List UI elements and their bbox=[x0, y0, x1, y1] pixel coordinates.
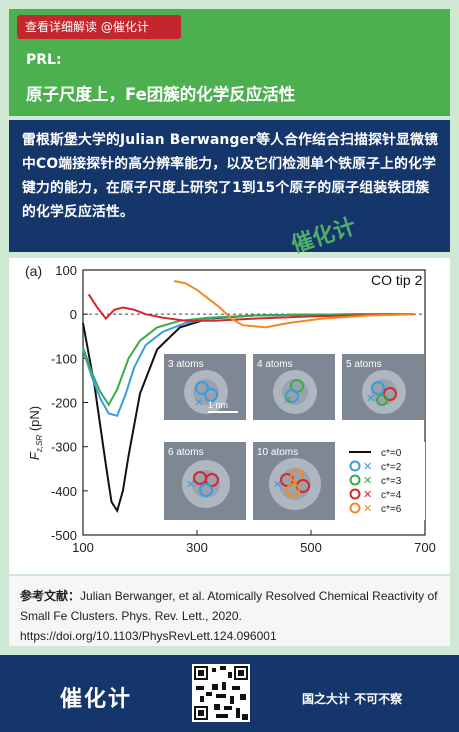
svg-text:10 atoms: 10 atoms bbox=[257, 447, 298, 458]
series-line-c-6 bbox=[174, 280, 414, 329]
legend-swatch bbox=[349, 474, 361, 486]
x-tick-label: 300 bbox=[186, 540, 208, 555]
legend-cross: ✕ bbox=[363, 460, 372, 473]
inset-4-atoms: ✕ 4 atoms bbox=[253, 354, 335, 420]
series-line-c-3 bbox=[82, 313, 414, 407]
legend-label: c*=0 bbox=[381, 448, 402, 459]
svg-text:✕: ✕ bbox=[186, 478, 195, 491]
slogan: 国之大计 不可不察 bbox=[302, 692, 403, 706]
y-tick-label: 0 bbox=[70, 307, 77, 322]
svg-text:3 atoms: 3 atoms bbox=[168, 359, 204, 370]
qr-code[interactable] bbox=[192, 664, 250, 722]
legend-label: c*=2 bbox=[381, 462, 402, 473]
x-tick-label: 700 bbox=[414, 540, 436, 555]
inset-6-atoms: ✕ 6 atoms bbox=[164, 442, 246, 520]
svg-text:✕: ✕ bbox=[194, 396, 203, 409]
y-tick-label: -500 bbox=[51, 528, 77, 543]
svg-text:✕: ✕ bbox=[283, 394, 292, 407]
series-line-c-4 bbox=[87, 293, 414, 322]
summary-text: 雷根斯堡大学的Julian Berwanger等人合作结合扫描探针显微镜中CO端… bbox=[22, 132, 439, 220]
svg-text:6 atoms: 6 atoms bbox=[168, 447, 204, 458]
legend-label: c*=3 bbox=[381, 476, 402, 487]
svg-text:4 atoms: 4 atoms bbox=[257, 359, 293, 370]
legend-box bbox=[343, 442, 425, 520]
legend-label: c*=4 bbox=[381, 490, 402, 501]
y-tick-label: 100 bbox=[55, 263, 77, 278]
tip-label: CO tip 2 bbox=[371, 272, 423, 288]
legend-cross: ✕ bbox=[363, 502, 372, 515]
legend-label: c*=6 bbox=[381, 504, 402, 515]
inset-10-atoms: ✕ 10 atoms bbox=[253, 442, 335, 520]
legend-cross: ✕ bbox=[363, 474, 372, 487]
legend-swatch bbox=[349, 488, 361, 500]
y-tick-label: -300 bbox=[51, 440, 77, 455]
inset-panel: ✕ 3 atoms 1 nm ✕ 4 atoms bbox=[164, 354, 425, 520]
force-distance-chart: (a) CO tip 2 Fz,SR (pN) 100 0 -100 -200 -300… bbox=[25, 263, 436, 555]
journal-tag: PRL: bbox=[26, 52, 62, 68]
reference-card bbox=[9, 576, 450, 646]
inset-3-atoms: ✕ 3 atoms 1 nm bbox=[164, 354, 246, 420]
chart-series bbox=[82, 280, 414, 514]
panel-label: (a) bbox=[25, 263, 42, 279]
x-tick-label: 500 bbox=[300, 540, 322, 555]
inset-5-atoms: ✕ 5 atoms bbox=[342, 354, 424, 420]
reference-label: 参考文献： bbox=[20, 589, 81, 603]
reference-text[interactable]: Julian Berwanger, et al. Atomically Reso… bbox=[20, 589, 438, 643]
x-tick-label: 100 bbox=[72, 540, 94, 555]
svg-text:✕: ✕ bbox=[273, 478, 282, 491]
view-details-badge[interactable]: 查看详细解读 @催化计 bbox=[17, 15, 181, 39]
y-axis-label: Fz,SR (pN) bbox=[27, 406, 44, 460]
legend-cross: ✕ bbox=[363, 488, 372, 501]
svg-text:5 atoms: 5 atoms bbox=[346, 359, 382, 370]
y-tick-label: -400 bbox=[51, 484, 77, 499]
chart-legend: c*=0 ✕ c*=2 ✕ c*=3 ✕ c*=4 ✕ c*=6 bbox=[343, 442, 425, 520]
y-tick-label: -200 bbox=[51, 396, 77, 411]
brand-logo: 催化计 bbox=[60, 687, 133, 712]
legend-swatch bbox=[349, 460, 361, 472]
svg-text:✕: ✕ bbox=[366, 392, 375, 405]
legend-swatch bbox=[349, 502, 361, 514]
reference: 参考文献：Julian Berwanger, et al. Atomically… bbox=[20, 586, 446, 646]
y-tick-label: -100 bbox=[51, 351, 77, 366]
article-title: 原子尺度上，Fe团簇的化学反应活性 bbox=[26, 85, 296, 104]
figure-card: (a) CO tip 2 Fz,SR (pN) 100 0 -100 -200 -300… bbox=[9, 258, 450, 574]
summary-card bbox=[9, 120, 450, 252]
svg-text:1 nm: 1 nm bbox=[208, 400, 228, 410]
